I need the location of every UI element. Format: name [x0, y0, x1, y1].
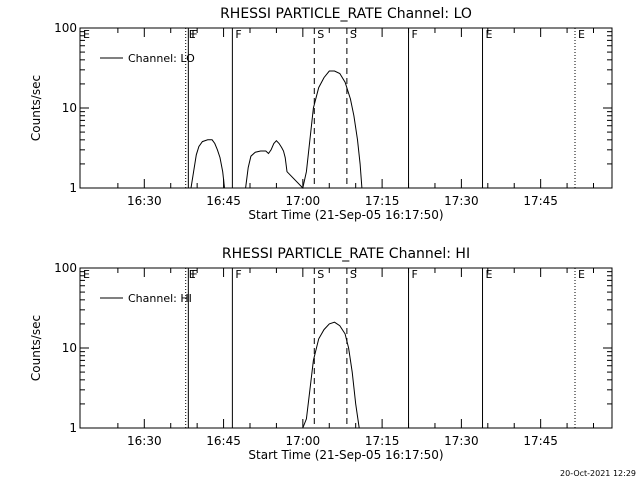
chart-title: RHESSI PARTICLE_RATE Channel: LO [220, 6, 472, 22]
render-timestamp: 20-Oct-2021 12:29 [560, 469, 636, 478]
event-label-e: E [83, 28, 90, 41]
y-tick-label: 10 [62, 341, 77, 355]
y-tick-label: 100 [54, 261, 77, 275]
legend-entry: Channel: HI [128, 292, 192, 305]
x-tick-label: 16:45 [206, 434, 241, 448]
event-label-s: S [317, 268, 324, 281]
event-label-e: E [189, 28, 196, 41]
lo-channel-panel: RHESSI PARTICLE_RATE Channel: LO 1 10 100 16… [29, 6, 613, 222]
x-tick-label: 17:15 [365, 194, 400, 208]
event-label-e: E [578, 268, 585, 281]
legend-entry: Channel: LO [128, 52, 195, 65]
x-axis-label: Start Time (21-Sep-05 16:17:50) [248, 208, 443, 222]
event-label-e: E [83, 268, 90, 281]
event-label-e: E [486, 28, 493, 41]
event-label-f: F [235, 268, 241, 281]
x-tick-label: 17:30 [444, 434, 479, 448]
event-label-f: F [412, 28, 418, 41]
y-tick-label: 1 [69, 181, 77, 195]
event-label-s: S [350, 268, 357, 281]
x-tick-label: 16:30 [127, 194, 162, 208]
series-line [245, 70, 363, 190]
chart-title: RHESSI PARTICLE_RATE Channel: HI [222, 246, 470, 262]
event-label-f: F [191, 28, 197, 41]
event-label-f: F [191, 268, 197, 281]
event-label-e: E [578, 28, 585, 41]
y-tick-label: 100 [54, 21, 77, 35]
x-tick-label: 16:45 [206, 194, 241, 208]
y-axis-label: Counts/sec [29, 315, 43, 381]
x-tick-label: 17:15 [365, 434, 400, 448]
x-tick-label: 17:00 [286, 194, 321, 208]
y-tick-label: 10 [62, 101, 77, 115]
y-axis-label: Counts/sec [29, 75, 43, 141]
event-label-e: E [189, 268, 196, 281]
hi-channel-panel: RHESSI PARTICLE_RATE Channel: HI 1 10 100 16… [29, 246, 613, 462]
x-tick-label: 17:45 [523, 434, 558, 448]
x-tick-label: 17:30 [444, 194, 479, 208]
event-label-e: E [486, 268, 493, 281]
x-tick-label: 16:30 [127, 434, 162, 448]
y-tick-label: 1 [69, 421, 77, 435]
x-tick-label: 17:00 [286, 434, 321, 448]
event-label-s: S [317, 28, 324, 41]
series-line [190, 139, 225, 189]
x-axis-label: Start Time (21-Sep-05 16:17:50) [248, 448, 443, 462]
x-tick-label: 17:45 [523, 194, 558, 208]
event-label-f: F [412, 268, 418, 281]
series-line [302, 321, 360, 429]
event-label-f: F [235, 28, 241, 41]
event-label-s: S [350, 28, 357, 41]
